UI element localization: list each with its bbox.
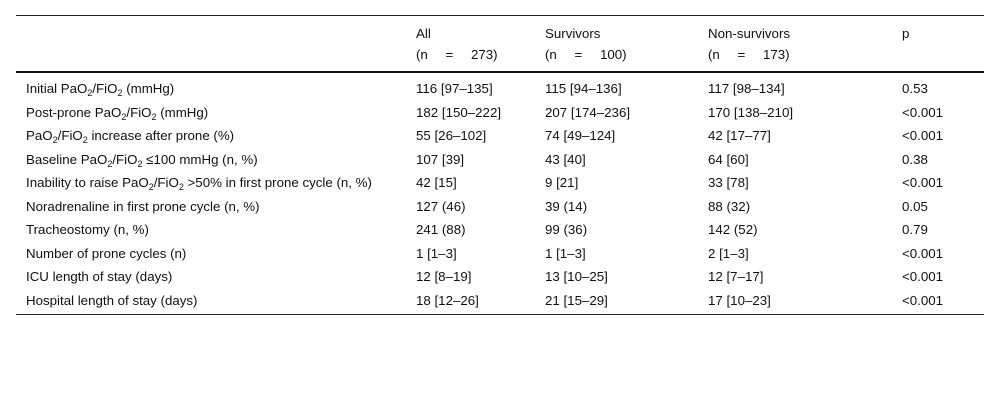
row-label: Inability to raise PaO2/FiO2 >50% in fir… [26,175,372,192]
table-row: Hospital length of stay (days) 18 [12–26]… [16,289,984,315]
table-row: Inability to raise PaO2/FiO2 >50% in fir… [16,171,984,195]
cell-all: 116 [97–135] [416,81,493,96]
cell-non-survivors: 88 (32) [708,198,751,214]
cell-all: 18 [12–26] [416,292,479,308]
row-label: Number of prone cycles (n) [26,245,187,261]
table-row: Initial PaO2/FiO2 (mmHg) 116 [97–135] 115 … [16,72,984,101]
header-n: (n = 173) [708,47,790,62]
row-label: Noradrenaline in first prone cycle (n, %… [26,198,260,214]
cell-all: 1 [1–3] [416,245,457,261]
cell-survivors: 115 [94–136] [545,81,622,96]
row-label: Tracheostomy (n, %) [26,222,149,237]
row-label: ICU length of stay (days) [26,269,173,284]
cell-all: 42 [15] [416,175,457,190]
table-row: Noradrenaline in first prone cycle (n, %… [16,195,984,219]
header-p: p [902,26,910,41]
cell-non-survivors: 33 [78] [708,175,749,190]
cell-p: 0.05 [902,198,928,214]
cell-non-survivors: 17 [10–23] [708,292,771,308]
table-body: Initial PaO2/FiO2 (mmHg) 116 [97–135] 115 … [16,72,984,315]
header-label [16,16,406,73]
cell-survivors: 39 (14) [545,198,588,214]
header-n: (n = 100) [545,47,627,62]
cell-non-survivors: 142 (52) [708,222,758,237]
cell-all: 182 [150–222] [416,104,502,120]
cell-p: <0.001 [902,128,944,143]
cell-survivors: 1 [1–3] [545,245,586,261]
cell-all: 127 (46) [416,198,466,214]
header-title: Non-survivors [708,26,791,41]
table-row: PaO2/FiO2 increase after prone (%) 55 [26… [16,124,984,148]
cell-survivors: 9 [21] [545,175,579,190]
row-label: Initial PaO2/FiO2 (mmHg) [26,81,175,98]
cell-survivors: 74 [49–124] [545,128,616,143]
header-non-survivors: Non-survivors (n = 173) [698,16,892,73]
header-all: All (n = 273) [406,16,535,73]
cell-non-survivors: 2 [1–3] [708,245,749,261]
cell-p: <0.001 [902,175,944,190]
cell-non-survivors: 64 [60] [708,151,749,167]
table-row: Post-prone PaO2/FiO2 (mmHg) 182 [150–222]… [16,101,984,125]
cell-survivors: 13 [10–25] [545,269,608,284]
row-label: Post-prone PaO2/FiO2 (mmHg) [26,104,209,122]
cell-non-survivors: 170 [138–210] [708,104,794,120]
cell-survivors: 99 (36) [545,222,588,237]
header-n: (n = 273) [416,47,498,62]
cell-p: 0.53 [902,81,928,96]
header-title: Survivors [545,26,601,41]
cell-p: <0.001 [902,292,944,308]
cell-all: 107 [39] [416,151,465,167]
cell-survivors: 21 [15–29] [545,292,608,308]
table-row: Number of prone cycles (n) 1 [1–3] 1 [1–3]… [16,242,984,266]
table-row: Baseline PaO2/FiO2 ≤100 mmHg (n, %) 107 [… [16,148,984,172]
cell-p: <0.001 [902,269,944,284]
cell-survivors: 43 [40] [545,151,586,167]
cell-all: 12 [8–19] [416,269,472,284]
cell-p: <0.001 [902,245,944,261]
cell-all: 55 [26–102] [416,128,487,143]
cell-non-survivors: 117 [98–134] [708,81,785,96]
row-label: Hospital length of stay (days) [26,292,198,308]
row-label: Baseline PaO2/FiO2 ≤100 mmHg (n, %) [26,151,258,169]
cell-non-survivors: 42 [17–77] [708,128,771,143]
cell-p: <0.001 [902,104,944,120]
row-label: PaO2/FiO2 increase after prone (%) [26,128,235,145]
cell-p: 0.79 [902,222,928,237]
cell-non-survivors: 12 [7–17] [708,269,764,284]
results-table: All (n = 273) Survivors (n = 100) Non-surv… [16,15,984,315]
table-header: All (n = 273) Survivors (n = 100) Non-surv… [16,15,984,73]
table-row: ICU length of stay (days) 12 [8–19] 13 [10… [16,265,984,289]
header-title: All [416,26,431,41]
cell-survivors: 207 [174–236] [545,104,631,120]
header-survivors: Survivors (n = 100) [535,16,698,73]
cell-all: 241 (88) [416,222,466,237]
cell-p: 0.38 [902,151,928,167]
table-row: Tracheostomy (n, %) 241 (88) 99 (36) 142 (5… [16,218,984,242]
